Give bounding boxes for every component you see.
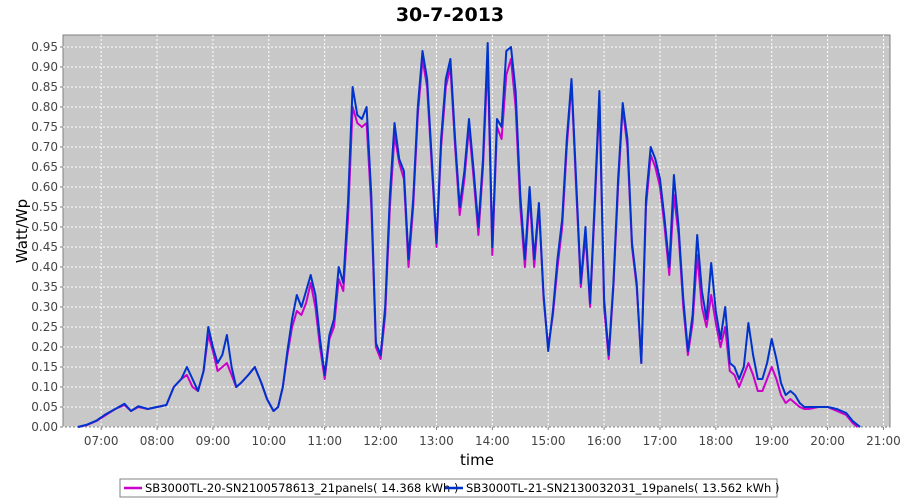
y-tick-label: 0.25 [31,320,58,334]
x-tick-label: 19:00 [754,434,789,448]
y-tick-label: 0.50 [31,220,58,234]
series-line-2 [77,42,861,428]
x-tick-label: 13:00 [419,434,454,448]
grid-lines [63,35,890,428]
x-tick-label: 09:00 [196,434,231,448]
y-tick-label: 0.00 [31,420,58,434]
y-tick-label: 0.55 [31,200,58,214]
x-tick-label: 21:00 [866,434,900,448]
y-tick-label: 0.10 [31,380,58,394]
y-tick-label: 0.45 [31,240,58,254]
y-tick-label: 0.15 [31,360,58,374]
y-tick-label: 0.20 [31,340,58,354]
y-tick-label: 0.30 [31,300,58,314]
y-tick-label: 0.70 [31,140,58,154]
y-tick-label: 0.80 [31,100,58,114]
y-tick-label: 0.60 [31,180,58,194]
x-tick-label: 16:00 [587,434,622,448]
legend-label-1: SB3000TL-20-SN2100578613_21panels( 14.36… [145,481,458,495]
legend: SB3000TL-20-SN2100578613_21panels( 14.36… [119,478,779,498]
x-tick-label: 10:00 [252,434,287,448]
y-axis: 0.00 0.05 0.10 0.15 0.20 0.25 0.30 0.35 0.40 0.45… [31,40,63,434]
x-tick-label: 12:00 [363,434,398,448]
series-lines [77,42,861,428]
x-tick-label: 15:00 [531,434,566,448]
y-tick-label: 0.85 [31,80,58,94]
x-tick-label: 17:00 [643,434,678,448]
x-tick-label: 11:00 [307,434,342,448]
y-tick-label: 0.35 [31,280,58,294]
legend-label-2: SB3000TL-21-SN2130032031_19panels( 13.56… [466,481,779,495]
x-axis-label: time [460,451,494,469]
y-tick-label: 0.65 [31,160,58,174]
chart-title: 30-7-2013 [396,4,504,26]
y-tick-label: 0.40 [31,260,58,274]
y-axis-label: Watt/Wp [13,199,31,263]
y-tick-label: 0.05 [31,400,58,414]
x-axis: 07:00 08:00 09:00 10:00 11:00 12:00 13:00 14:00… [84,427,900,448]
x-tick-label: 14:00 [475,434,510,448]
y-tick-label: 0.75 [31,120,58,134]
x-tick-label: 07:00 [84,434,119,448]
x-tick-label: 20:00 [810,434,845,448]
x-tick-label: 18:00 [699,434,734,448]
y-tick-label: 0.95 [31,40,58,54]
y-tick-label: 0.90 [31,60,58,74]
x-tick-label: 08:00 [140,434,175,448]
plot-background [62,34,891,428]
